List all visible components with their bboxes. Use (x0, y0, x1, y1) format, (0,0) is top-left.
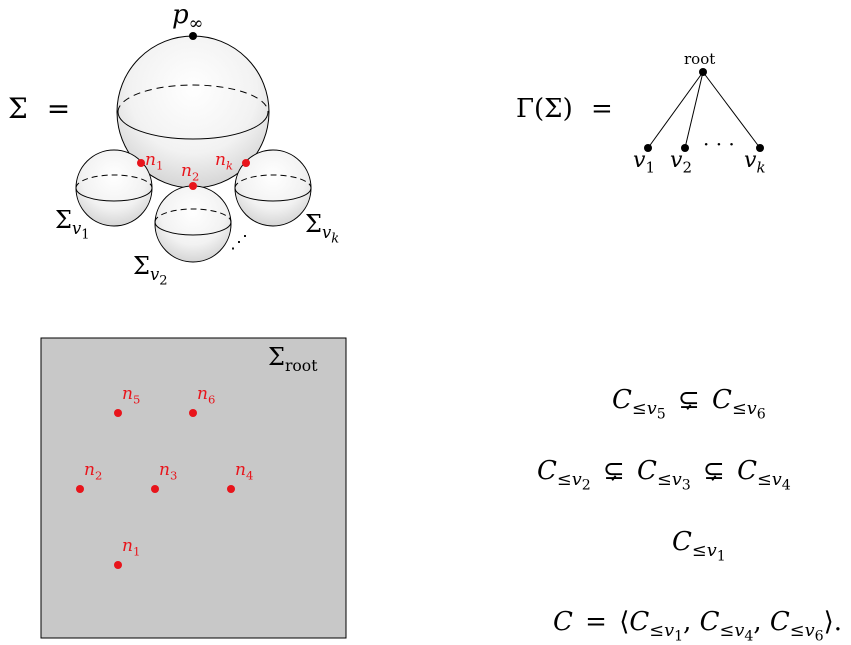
tree-leaf-v1-label: v1 (633, 148, 655, 177)
relation-line-4: C = ⟨C≤v1, C≤v4, C≤v6⟩. (553, 607, 842, 645)
box-point-n6 (189, 409, 197, 417)
box-label-n4: n4 (235, 460, 254, 483)
sigma-vk-label: Σvk (305, 210, 340, 247)
node-nk-label: nk (215, 150, 233, 173)
tree-leaf-vk (756, 144, 764, 152)
sigma-v2-label: Σv2 (133, 252, 168, 289)
tree-leaf-v2 (681, 144, 689, 152)
tree-root-node (699, 68, 707, 76)
box-point-n2 (76, 485, 84, 493)
p-infinity-label: p∞ (172, 0, 204, 35)
tree-leaf-v1 (644, 144, 652, 152)
sigma-equals: = (46, 92, 71, 125)
node-nk-point (242, 159, 250, 167)
small-sphere-v2 (154, 185, 232, 263)
small-sphere-vk (234, 149, 312, 227)
box-point-n5 (114, 409, 122, 417)
box-point-n4 (227, 485, 235, 493)
p-infinity-sub: ∞ (188, 14, 204, 35)
tree-ellipsis: · · · (703, 132, 735, 156)
box-label-n3: n3 (159, 460, 178, 483)
relation-line-1: C≤v5 ⊊ C≤v6 (612, 385, 766, 423)
sigma-lhs: Σ = (8, 92, 70, 125)
p-infinity-point (189, 32, 197, 40)
box-label-n2: n2 (84, 460, 103, 483)
tree-graph (644, 68, 764, 152)
node-n2-label: n2 (181, 161, 200, 184)
relation-line-3: C≤v1 (672, 527, 726, 565)
sigma-symbol: Σ (8, 92, 28, 125)
box-label-n1: n1 (122, 536, 141, 559)
sphere-ellipsis: ⋰ (230, 232, 248, 253)
big-sphere (116, 35, 270, 189)
tree-leaf-v2-label: v2 (670, 148, 692, 177)
box-label-n6: n6 (197, 384, 216, 407)
box-point-n3 (151, 485, 159, 493)
sigma-root-label: Σroot (268, 343, 318, 375)
gamma-sigma-lhs: Γ(Σ) = (516, 94, 613, 124)
small-sphere-v1 (75, 149, 153, 227)
box-point-n1 (114, 561, 122, 569)
sigma-v1-label: Σv1 (55, 206, 90, 243)
node-n2-point (189, 182, 197, 190)
box-label-n5: n5 (122, 384, 141, 407)
tree-root-label: root (684, 50, 716, 68)
tree-leaf-vk-label: vk (744, 148, 766, 177)
node-n1-label: n1 (145, 150, 164, 173)
relation-line-2: C≤v2 ⊊ C≤v3 ⊊ C≤v4 (537, 456, 791, 494)
sigma-root-box (40, 337, 347, 639)
node-n1-point (137, 159, 145, 167)
